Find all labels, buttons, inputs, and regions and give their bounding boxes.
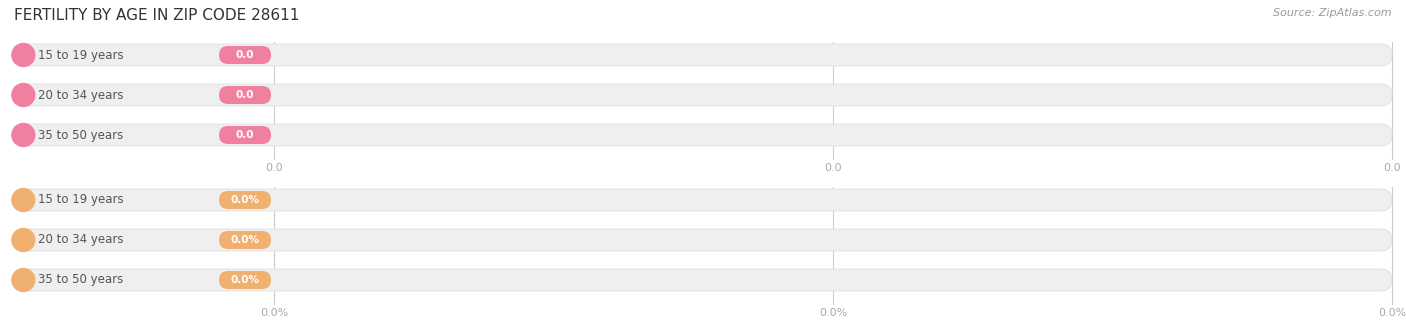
Circle shape bbox=[11, 44, 35, 66]
Text: 0.0%: 0.0% bbox=[1378, 308, 1406, 318]
FancyBboxPatch shape bbox=[219, 271, 271, 289]
Text: 15 to 19 years: 15 to 19 years bbox=[38, 49, 124, 61]
Circle shape bbox=[11, 83, 35, 107]
Text: 20 to 34 years: 20 to 34 years bbox=[38, 234, 124, 247]
FancyBboxPatch shape bbox=[219, 126, 271, 144]
Text: FERTILITY BY AGE IN ZIP CODE 28611: FERTILITY BY AGE IN ZIP CODE 28611 bbox=[14, 8, 299, 23]
Text: 0.0%: 0.0% bbox=[231, 275, 260, 285]
Text: 0.0%: 0.0% bbox=[818, 308, 848, 318]
Text: Source: ZipAtlas.com: Source: ZipAtlas.com bbox=[1274, 8, 1392, 18]
FancyBboxPatch shape bbox=[219, 86, 271, 104]
FancyBboxPatch shape bbox=[14, 44, 1392, 66]
Circle shape bbox=[11, 269, 35, 291]
FancyBboxPatch shape bbox=[14, 269, 1392, 291]
Text: 35 to 50 years: 35 to 50 years bbox=[38, 274, 124, 286]
Text: 0.0: 0.0 bbox=[266, 163, 283, 173]
FancyBboxPatch shape bbox=[219, 231, 271, 249]
FancyBboxPatch shape bbox=[14, 229, 1392, 251]
Circle shape bbox=[11, 123, 35, 147]
Text: 0.0: 0.0 bbox=[1384, 163, 1400, 173]
FancyBboxPatch shape bbox=[219, 191, 271, 209]
Text: 20 to 34 years: 20 to 34 years bbox=[38, 88, 124, 102]
Text: 0.0: 0.0 bbox=[236, 130, 254, 140]
Text: 0.0%: 0.0% bbox=[260, 308, 288, 318]
Circle shape bbox=[11, 229, 35, 251]
Text: 0.0: 0.0 bbox=[236, 50, 254, 60]
Circle shape bbox=[11, 188, 35, 212]
Text: 35 to 50 years: 35 to 50 years bbox=[38, 128, 124, 142]
FancyBboxPatch shape bbox=[219, 46, 271, 64]
FancyBboxPatch shape bbox=[14, 124, 1392, 146]
FancyBboxPatch shape bbox=[14, 84, 1392, 106]
Text: 0.0%: 0.0% bbox=[231, 235, 260, 245]
Text: 0.0: 0.0 bbox=[236, 90, 254, 100]
Text: 0.0: 0.0 bbox=[824, 163, 842, 173]
FancyBboxPatch shape bbox=[14, 189, 1392, 211]
Text: 15 to 19 years: 15 to 19 years bbox=[38, 193, 124, 207]
Text: 0.0%: 0.0% bbox=[231, 195, 260, 205]
